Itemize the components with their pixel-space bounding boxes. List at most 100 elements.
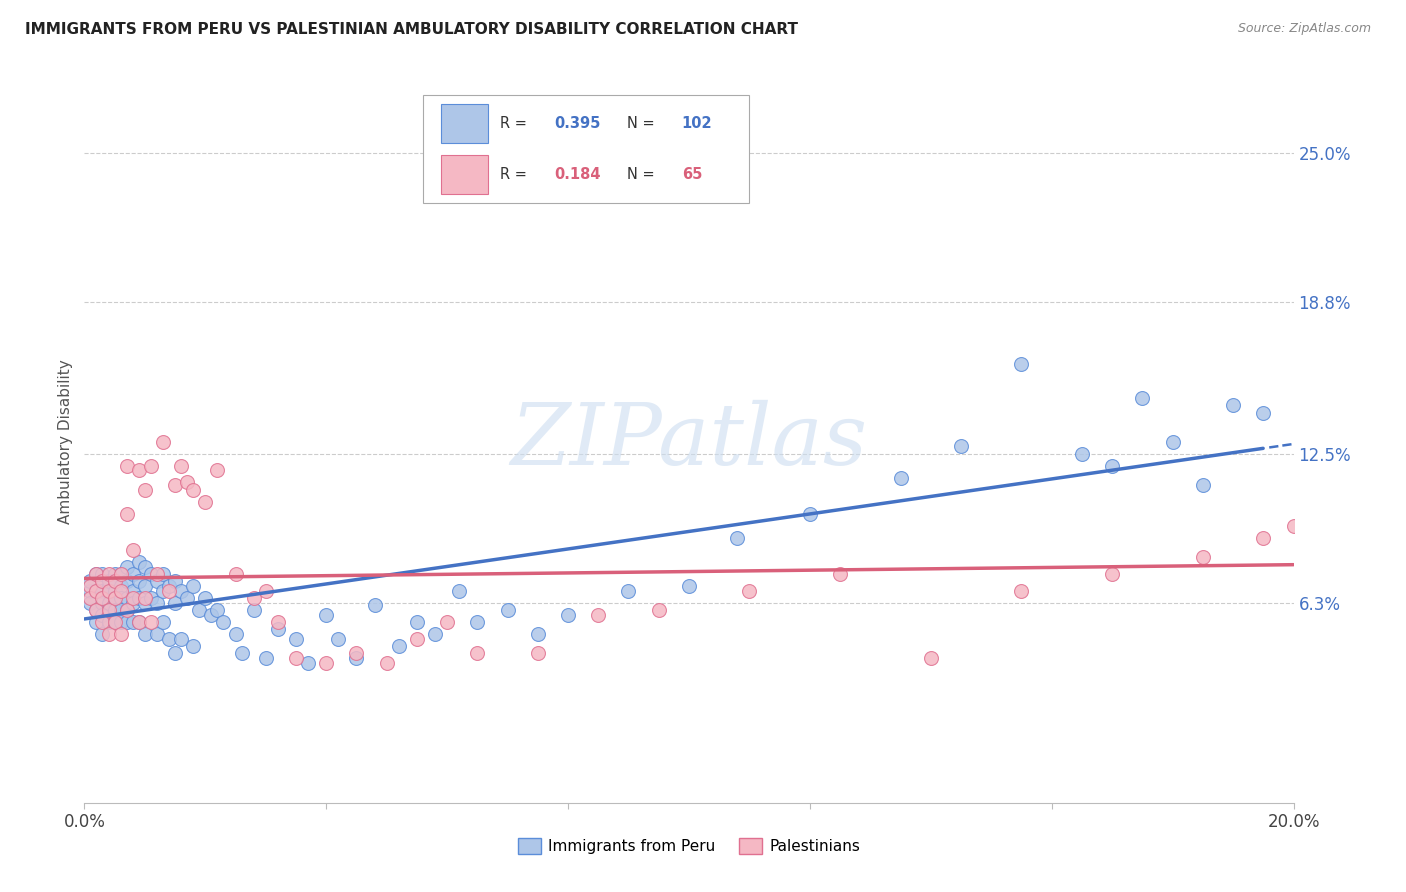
Point: [79, 579, 101, 593]
Point: [194, 591, 217, 606]
Point: [110, 579, 132, 593]
Point: [617, 583, 640, 598]
Point: [104, 567, 127, 582]
Point: [375, 656, 398, 670]
Point: [134, 559, 156, 574]
Point: [1403, 535, 1406, 549]
Point: [1161, 434, 1184, 449]
Point: [170, 632, 193, 646]
Point: [212, 615, 235, 630]
Point: [165, 478, 187, 492]
Point: [242, 591, 264, 606]
Point: [467, 647, 489, 661]
Point: [1101, 458, 1123, 473]
Point: [79, 591, 101, 606]
Point: [104, 591, 127, 606]
Point: [121, 567, 143, 582]
Text: R =: R =: [501, 116, 531, 131]
Point: [91, 583, 114, 598]
Text: 0.395: 0.395: [555, 116, 602, 131]
Point: [157, 583, 180, 598]
Point: [176, 475, 198, 490]
Point: [134, 579, 156, 593]
Point: [254, 583, 277, 598]
Text: N =: N =: [627, 167, 659, 182]
Point: [496, 603, 519, 617]
Point: [86, 583, 108, 598]
Point: [527, 647, 550, 661]
Point: [79, 596, 101, 610]
Point: [1192, 550, 1215, 565]
Point: [406, 615, 429, 630]
Point: [97, 574, 120, 589]
Point: [170, 583, 193, 598]
Text: Source: ZipAtlas.com: Source: ZipAtlas.com: [1237, 22, 1371, 36]
Point: [176, 591, 198, 606]
Point: [1282, 519, 1305, 533]
Point: [121, 615, 143, 630]
Point: [146, 596, 169, 610]
Point: [115, 559, 138, 574]
Point: [91, 574, 114, 589]
Point: [104, 615, 127, 630]
Point: [115, 507, 138, 521]
Text: ZIPatlas: ZIPatlas: [510, 401, 868, 483]
Point: [285, 651, 308, 665]
Point: [242, 603, 264, 617]
Point: [152, 583, 174, 598]
Point: [97, 583, 120, 598]
Point: [152, 615, 174, 630]
Point: [134, 627, 156, 641]
Point: [121, 583, 143, 598]
Point: [449, 583, 471, 598]
Point: [1192, 478, 1215, 492]
Point: [388, 639, 411, 653]
Point: [557, 607, 579, 622]
Point: [79, 583, 101, 598]
Point: [157, 632, 180, 646]
Point: [128, 574, 150, 589]
Point: [328, 632, 350, 646]
Point: [254, 651, 277, 665]
Point: [315, 607, 337, 622]
Point: [128, 591, 150, 606]
Point: [225, 567, 247, 582]
Point: [104, 583, 127, 598]
Text: 102: 102: [682, 116, 713, 131]
Point: [121, 542, 143, 557]
Point: [97, 627, 120, 641]
Point: [110, 615, 132, 630]
Point: [104, 591, 127, 606]
Point: [110, 603, 132, 617]
Point: [1374, 511, 1396, 525]
Point: [225, 627, 247, 641]
Point: [134, 596, 156, 610]
Point: [104, 574, 127, 589]
Point: [181, 579, 204, 593]
Point: [110, 567, 132, 582]
Y-axis label: Ambulatory Disability: Ambulatory Disability: [58, 359, 73, 524]
Point: [91, 574, 114, 589]
Point: [97, 603, 120, 617]
Point: [91, 591, 114, 606]
Point: [91, 607, 114, 622]
Point: [139, 458, 162, 473]
Point: [86, 567, 108, 582]
Point: [165, 596, 187, 610]
Point: [267, 623, 290, 637]
Point: [121, 596, 143, 610]
Point: [86, 615, 108, 630]
Point: [115, 458, 138, 473]
Point: [97, 596, 120, 610]
Point: [1313, 535, 1336, 549]
Point: [207, 603, 229, 617]
Point: [170, 458, 193, 473]
Point: [139, 615, 162, 630]
Point: [1071, 446, 1094, 460]
Point: [346, 651, 368, 665]
Point: [181, 483, 204, 497]
Point: [725, 531, 748, 545]
Point: [152, 434, 174, 449]
Point: [146, 567, 169, 582]
Point: [115, 574, 138, 589]
